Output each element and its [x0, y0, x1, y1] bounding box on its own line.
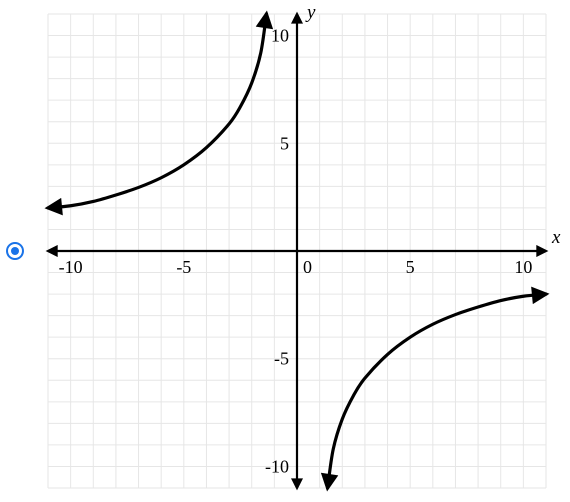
- coordinate-plane-chart: -10 -5 0 5 10 10 5 -5 -10 x y: [30, 0, 570, 502]
- radio-selected-dot: [11, 247, 19, 255]
- radio-option[interactable]: [0, 242, 30, 260]
- svg-text:-5: -5: [274, 349, 289, 369]
- svg-text:-10: -10: [59, 257, 83, 277]
- radio-outer: [6, 242, 24, 260]
- svg-text:x: x: [551, 227, 561, 248]
- svg-text:-5: -5: [176, 257, 191, 277]
- svg-text:y: y: [305, 2, 316, 23]
- svg-text:10: 10: [514, 257, 532, 277]
- figure-container: -10 -5 0 5 10 10 5 -5 -10 x y: [0, 0, 570, 502]
- svg-text:10: 10: [271, 26, 289, 46]
- svg-text:5: 5: [280, 133, 289, 153]
- svg-text:5: 5: [406, 257, 415, 277]
- svg-text:0: 0: [303, 257, 312, 277]
- svg-text:-10: -10: [265, 456, 289, 476]
- chart-svg: -10 -5 0 5 10 10 5 -5 -10 x y: [30, 0, 570, 502]
